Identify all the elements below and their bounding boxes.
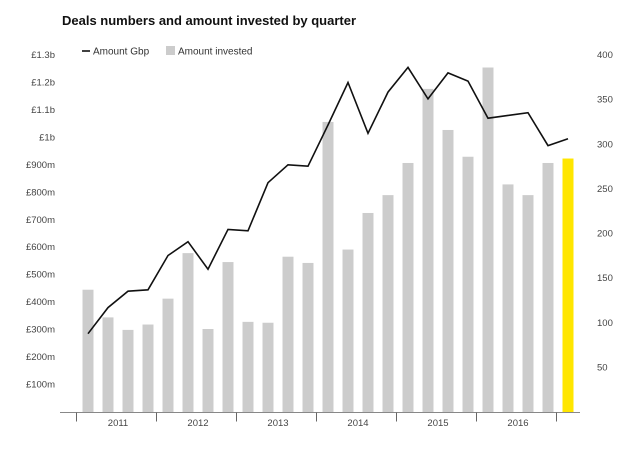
x-axis-year-label: 2011 — [108, 418, 128, 429]
x-axis-year-label: 2015 — [427, 418, 448, 429]
bar — [242, 321, 254, 412]
right-axis-tick-label: 250 — [597, 184, 613, 195]
left-axis-tick-label: £600m — [26, 242, 55, 253]
legend: Amount Gbp Amount invested — [82, 46, 253, 58]
left-axis-tick-label: £700m — [26, 215, 55, 226]
x-axis-year-label: 2014 — [347, 418, 368, 429]
bar — [162, 298, 174, 412]
left-axis: £100m £200m £300m £400m £500m £600m £700m £800m… — [26, 50, 55, 391]
bar — [302, 262, 314, 412]
right-axis-tick-label: 50 — [597, 362, 608, 373]
bar — [382, 195, 394, 412]
right-axis: 50 100 150 200 250 300 350 400 — [597, 50, 613, 373]
left-axis-tick-label: £200m — [26, 352, 55, 363]
legend-label-amount-invested: Amount invested — [178, 47, 253, 58]
bar — [482, 67, 494, 413]
bar — [522, 195, 534, 412]
bar — [222, 262, 234, 412]
left-axis-tick-label: £800m — [26, 187, 55, 198]
legend-bar-swatch — [166, 46, 175, 55]
left-axis-tick-label: £400m — [26, 297, 55, 308]
bar — [362, 212, 374, 412]
left-axis-tick-label: £1.2b — [31, 77, 55, 88]
x-axis: 2011 2012 2013 2014 2015 2016 — [60, 412, 580, 429]
x-axis-year-label: 2012 — [187, 418, 208, 429]
left-axis-tick-label: £1.1b — [31, 105, 55, 116]
left-axis-tick-label: £500m — [26, 270, 55, 281]
bar — [562, 158, 574, 412]
x-axis-year-label: 2013 — [267, 418, 288, 429]
bar — [102, 317, 114, 412]
bar-series — [82, 67, 574, 413]
right-axis-tick-label: 200 — [597, 229, 613, 240]
bar — [422, 88, 434, 412]
bar — [142, 324, 154, 412]
left-axis-tick-label: £1b — [39, 132, 55, 143]
x-axis-year-label: 2016 — [507, 418, 528, 429]
right-axis-tick-label: 350 — [597, 95, 613, 106]
right-axis-tick-label: 300 — [597, 139, 613, 150]
bar — [282, 256, 294, 412]
left-axis-tick-label: £300m — [26, 325, 55, 336]
right-axis-tick-label: 150 — [597, 273, 613, 284]
legend-label-amount-gbp: Amount Gbp — [93, 47, 150, 58]
bar — [322, 121, 334, 412]
bar — [262, 322, 274, 412]
bar — [342, 249, 354, 412]
bar — [82, 289, 94, 412]
line-series-amount-gbp — [87, 66, 569, 335]
chart-title: Deals numbers and amount invested by qua… — [62, 13, 357, 28]
bar — [542, 162, 554, 412]
left-axis-tick-label: £1.3b — [31, 50, 55, 61]
left-axis-tick-label: £100m — [26, 380, 55, 391]
bar — [202, 328, 214, 412]
bar — [502, 184, 514, 412]
bar — [182, 253, 194, 412]
right-axis-tick-label: 400 — [597, 50, 613, 61]
bar — [402, 162, 414, 412]
bar — [122, 329, 134, 412]
bar — [442, 129, 454, 412]
bar — [462, 156, 474, 412]
right-axis-tick-label: 100 — [597, 318, 613, 329]
left-axis-tick-label: £900m — [26, 160, 55, 171]
